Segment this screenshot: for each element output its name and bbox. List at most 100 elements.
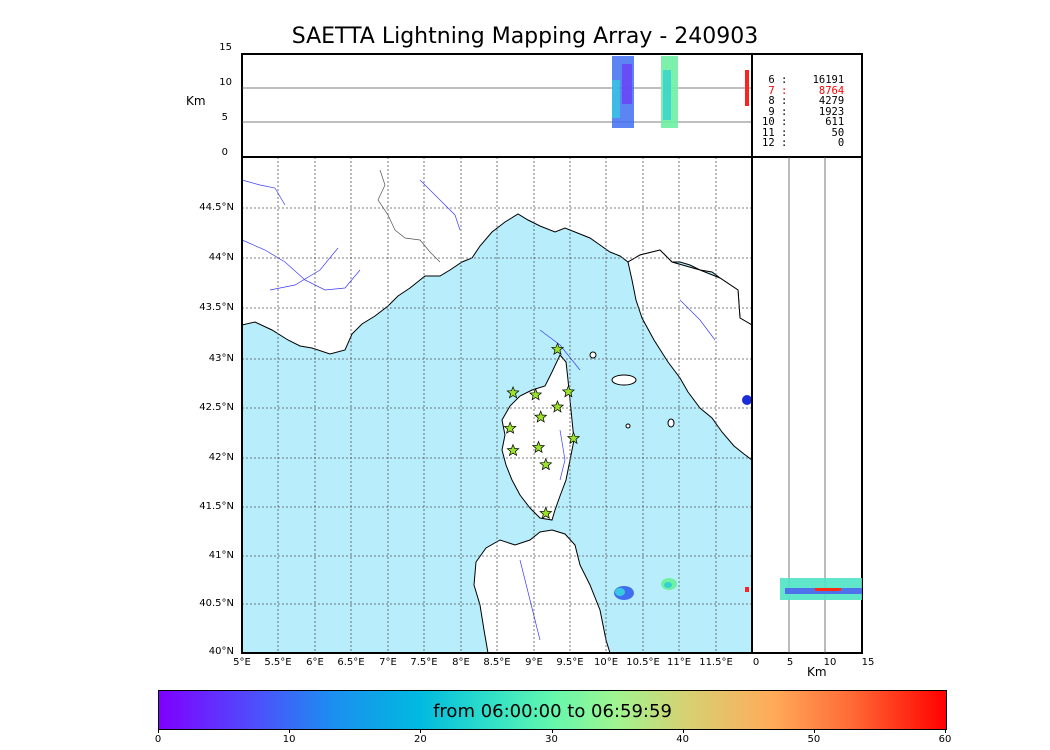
side-xlabel: Km bbox=[807, 665, 827, 679]
colorbar-tick-mark bbox=[813, 729, 815, 733]
count-row: 11 : 50 bbox=[762, 126, 845, 139]
station-star-icon bbox=[539, 457, 553, 471]
count-level: 6 : bbox=[762, 74, 800, 86]
count-level: 10 : bbox=[762, 116, 800, 128]
lat-tick: 43°N bbox=[208, 353, 234, 364]
map-cluster-red bbox=[745, 587, 749, 592]
grid-lines bbox=[242, 157, 752, 653]
lat-tick: 43.5°N bbox=[199, 302, 234, 313]
lat-tick: 41.5°N bbox=[199, 501, 234, 512]
station-star-icon bbox=[531, 440, 546, 454]
count-value: 0 bbox=[799, 137, 845, 149]
lon-tick: 11°E bbox=[666, 657, 692, 668]
colorbar-tick-label: 50 bbox=[807, 734, 821, 745]
altitude-cluster-c bbox=[745, 70, 749, 106]
station-star-icon bbox=[550, 342, 565, 355]
lat-tick: 42°N bbox=[208, 452, 234, 463]
lon-tick: 10°E bbox=[593, 657, 619, 668]
time-colorbar: from 06:00:00 to 06:59:59 bbox=[158, 690, 947, 730]
count-value: 1923 bbox=[799, 105, 845, 118]
colorbar-tick-label: 20 bbox=[413, 734, 427, 745]
station-star-icon bbox=[528, 387, 543, 401]
colorbar-tick-mark bbox=[682, 729, 684, 733]
colorbar-tick-label: 40 bbox=[676, 734, 690, 745]
lon-tick: 9°E bbox=[525, 657, 543, 668]
borders bbox=[377, 169, 441, 263]
colorbar-tick-mark bbox=[945, 729, 946, 733]
count-row: 8 : 4279 bbox=[762, 96, 844, 107]
station-star-icon bbox=[503, 421, 517, 434]
colorbar-tick-label: 0 bbox=[154, 734, 162, 745]
count-row: 9 : 1923 bbox=[762, 105, 845, 118]
colorbar-tick-label: 30 bbox=[545, 734, 558, 745]
lon-tick: 8°E bbox=[452, 657, 470, 668]
lon-tick: 7°E bbox=[379, 657, 397, 668]
stations-layer bbox=[503, 342, 581, 519]
count-row: 12 : 0 bbox=[762, 138, 844, 149]
lat-tick: 42.5°N bbox=[199, 402, 234, 413]
top-ylabel: Km bbox=[186, 94, 206, 108]
colorbar-label: from 06:00:00 to 06:59:59 bbox=[433, 701, 672, 722]
italy-coast bbox=[627, 249, 753, 461]
chart-title: SAETTA Lightning Mapping Array - 240903 bbox=[291, 24, 759, 49]
station-star-icon bbox=[561, 384, 576, 398]
station-star-icon bbox=[534, 410, 548, 423]
lat-tick: 41°N bbox=[208, 550, 234, 561]
station-star-icon bbox=[506, 443, 520, 457]
elba-island bbox=[611, 374, 637, 386]
count-level: 7 : bbox=[762, 84, 800, 97]
lon-tick: 11.5°E bbox=[699, 657, 733, 668]
count-level: 9 : bbox=[762, 105, 800, 118]
lon-tick: 8.5°E bbox=[483, 657, 511, 668]
station-star-icon bbox=[539, 506, 553, 519]
count-value: 611 bbox=[799, 116, 845, 128]
lon-tick: 9.5°E bbox=[556, 657, 584, 668]
count-row: 7 : 8764 bbox=[762, 84, 845, 97]
top-ytick: 10 bbox=[219, 77, 232, 88]
lat-tick: 40.5°N bbox=[199, 598, 234, 609]
lat-tick: 40°N bbox=[208, 646, 234, 657]
top-ytick: 15 bbox=[219, 42, 232, 53]
side-xtick: 5 bbox=[786, 657, 794, 668]
rivers bbox=[241, 179, 716, 641]
map-cluster-edge bbox=[742, 395, 752, 405]
colorbar-tick-label: 10 bbox=[282, 734, 296, 745]
top-altitude-panel bbox=[241, 53, 753, 158]
colorbar-tick-mark bbox=[158, 729, 159, 733]
side-altitude-panel bbox=[751, 53, 863, 654]
count-value: 4279 bbox=[799, 95, 845, 107]
sardinia-island bbox=[473, 529, 611, 654]
top-ytick: 0 bbox=[221, 147, 228, 158]
station-star-icon bbox=[566, 431, 581, 445]
station-star-icon bbox=[550, 400, 565, 413]
side-xtick: 15 bbox=[861, 657, 875, 668]
count-level: 12 : bbox=[762, 137, 800, 149]
colorbar-tick-mark bbox=[420, 729, 422, 733]
side-xtick: 10 bbox=[823, 657, 837, 668]
corsica-island bbox=[501, 354, 575, 521]
count-value: 16191 bbox=[799, 74, 845, 86]
source-counts-table: 6 : 16191 7 : 8764 8 : 4279 9 : 1923 10 :… bbox=[762, 75, 844, 149]
lon-tick: 7.5°E bbox=[410, 657, 438, 668]
count-row: 10 : 611 bbox=[762, 117, 844, 128]
side-xtick: 0 bbox=[752, 657, 760, 668]
lat-tick: 44°N bbox=[208, 252, 234, 263]
lon-tick: 6°E bbox=[306, 657, 324, 668]
count-level: 8 : bbox=[762, 95, 800, 107]
mainland-land bbox=[241, 156, 753, 355]
station-star-icon bbox=[506, 385, 520, 399]
count-value: 50 bbox=[799, 126, 845, 139]
count-level: 11 : bbox=[762, 126, 800, 139]
lon-tick: 5°E bbox=[233, 657, 251, 668]
top-ytick: 5 bbox=[221, 112, 228, 123]
lon-tick: 10.5°E bbox=[626, 657, 660, 668]
map-panel bbox=[241, 156, 753, 654]
lat-tick: 44.5°N bbox=[199, 202, 234, 213]
lon-tick: 6.5°E bbox=[337, 657, 365, 668]
colorbar-tick-mark bbox=[551, 729, 553, 733]
count-value: 8764 bbox=[799, 84, 845, 97]
lon-tick: 5.5°E bbox=[264, 657, 292, 668]
colorbar-tick-mark bbox=[289, 729, 291, 733]
count-row: 6 : 16191 bbox=[762, 75, 844, 86]
